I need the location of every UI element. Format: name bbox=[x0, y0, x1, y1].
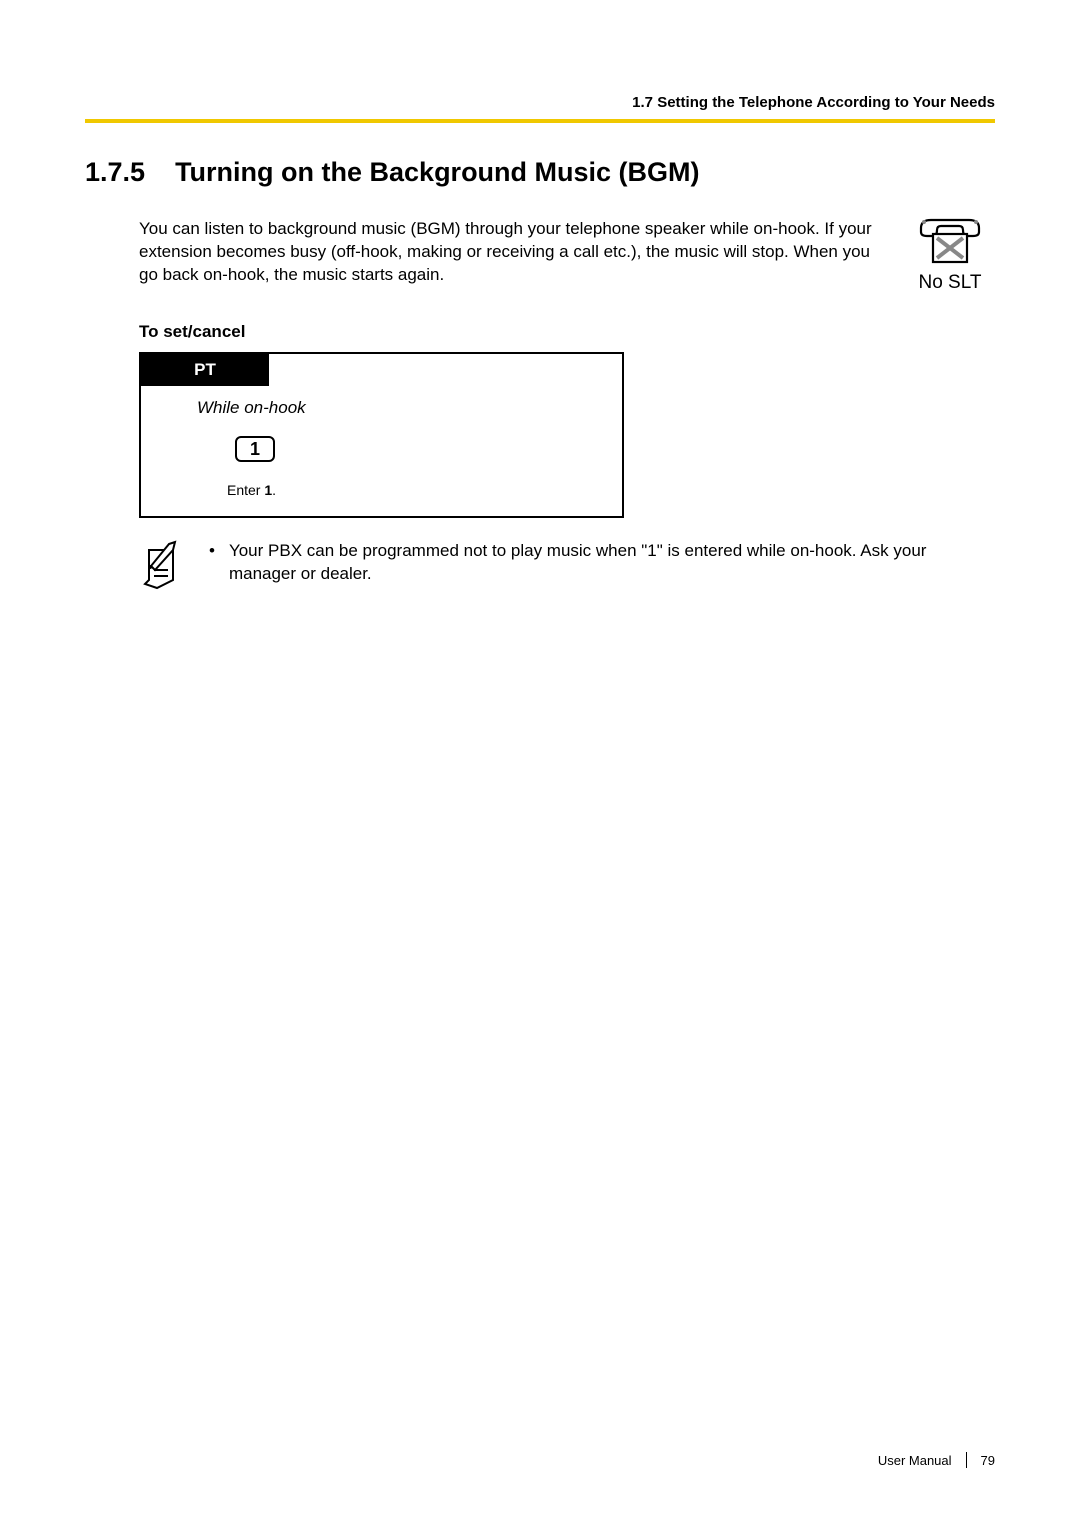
note-icon-col bbox=[139, 540, 183, 597]
note-row: • Your PBX can be programmed not to play… bbox=[139, 540, 995, 597]
procedure-condition: While on-hook bbox=[197, 398, 600, 418]
procedure-instruction: Enter 1. bbox=[227, 482, 600, 498]
header-rule bbox=[85, 119, 995, 123]
footer-doc: User Manual bbox=[878, 1453, 952, 1468]
phone-no-slt-icon bbox=[915, 218, 985, 268]
section-number: 1.7.5 bbox=[85, 157, 145, 188]
header-breadcrumb: 1.7 Setting the Telephone According to Y… bbox=[85, 94, 995, 119]
intro-row: You can listen to background music (BGM)… bbox=[139, 218, 995, 294]
procedure-tab-row: PT bbox=[141, 354, 622, 386]
instruction-prefix: Enter bbox=[227, 482, 264, 498]
subheading: To set/cancel bbox=[139, 322, 995, 342]
page: 1.7 Setting the Telephone According to Y… bbox=[0, 0, 1080, 1528]
note-bullet: • Your PBX can be programmed not to play… bbox=[209, 540, 995, 586]
procedure-tab: PT bbox=[141, 354, 269, 386]
instruction-key: 1 bbox=[264, 482, 272, 498]
section-heading: 1.7.5 Turning on the Background Music (BG… bbox=[85, 157, 995, 188]
note-icon bbox=[139, 540, 183, 592]
note-list: • Your PBX can be programmed not to play… bbox=[209, 540, 995, 586]
no-slt-block: No SLT bbox=[905, 218, 995, 294]
procedure-body: While on-hook 1 Enter 1. bbox=[141, 386, 622, 516]
key-button: 1 bbox=[235, 436, 275, 462]
instruction-suffix: . bbox=[272, 482, 276, 498]
footer-page: 79 bbox=[981, 1453, 995, 1468]
section-title: Turning on the Background Music (BGM) bbox=[175, 157, 699, 187]
bullet-dot: • bbox=[209, 540, 215, 586]
footer-divider bbox=[966, 1452, 967, 1468]
intro-text: You can listen to background music (BGM)… bbox=[139, 218, 885, 287]
no-slt-label: No SLT bbox=[905, 272, 995, 294]
footer: User Manual 79 bbox=[878, 1452, 995, 1468]
procedure-box: PT While on-hook 1 Enter 1. bbox=[139, 352, 624, 518]
note-text: Your PBX can be programmed not to play m… bbox=[229, 540, 995, 586]
